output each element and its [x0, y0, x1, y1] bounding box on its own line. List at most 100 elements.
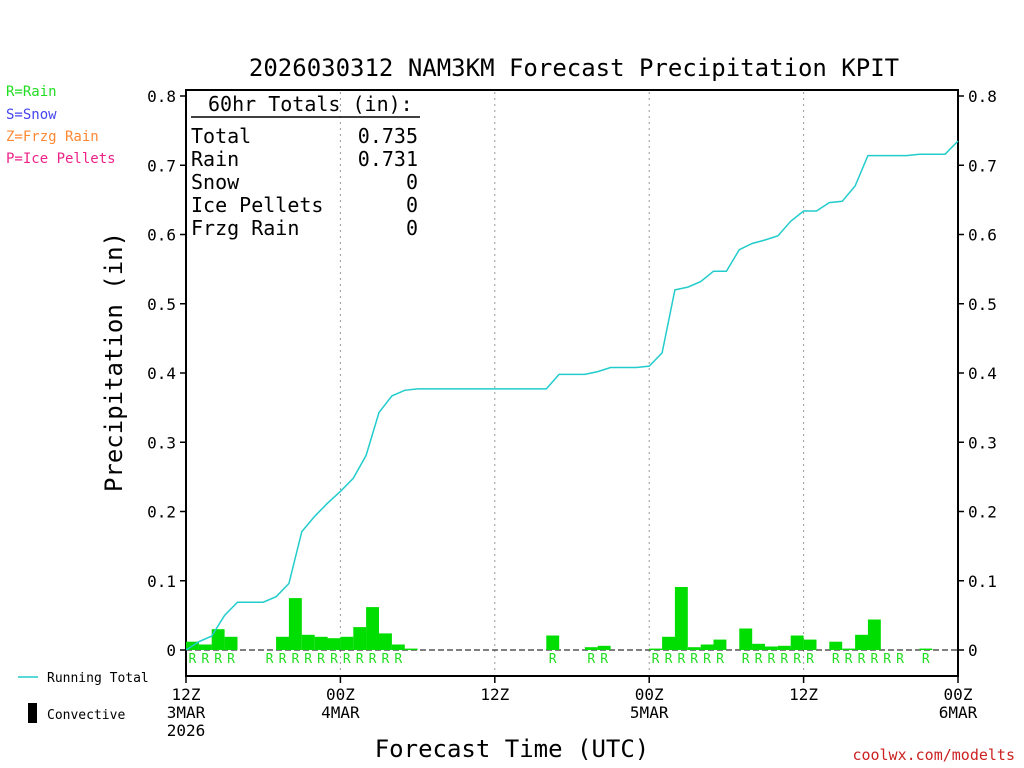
legend-frzg-rain: Z=Frzg Rain	[6, 129, 99, 145]
precip-bar	[842, 648, 856, 650]
precip-type-letter: R	[845, 652, 853, 667]
y-tick-label-left: 0.7	[147, 156, 176, 175]
totals-row-label: Total	[191, 124, 251, 148]
y-tick-label-right: 0	[968, 641, 978, 660]
totals-row-value: 0	[406, 170, 418, 194]
plot-frame	[185, 89, 959, 677]
precip-type-letter: R	[291, 652, 299, 667]
x-tick-label: 6MAR	[939, 703, 978, 722]
y-tick-label-left: 0.2	[147, 503, 176, 522]
convective-legend-label: Convective	[47, 708, 125, 723]
precip-bar	[584, 647, 598, 650]
y-tick-label-right: 0.2	[968, 503, 997, 522]
credit-label: coolwx.com/modelts	[852, 746, 1015, 764]
y-axis-label: Precipitation (in)	[100, 232, 128, 492]
totals-row-label: Rain	[191, 147, 239, 171]
precip-type-letter: R	[188, 652, 196, 667]
precip-bar	[327, 638, 341, 650]
precip-bar	[366, 607, 379, 650]
x-tick-label: 12Z	[480, 685, 509, 704]
precip-bar	[803, 639, 817, 650]
totals-row-value: 0.735	[358, 124, 418, 148]
y-tick-label-right: 0.5	[968, 295, 997, 314]
precip-type-letter: R	[690, 652, 698, 667]
y-tick-label-left: 0.6	[147, 226, 176, 245]
precip-type-letter: R	[394, 652, 402, 667]
precip-type-letter: R	[279, 652, 287, 667]
running-total-line	[185, 140, 959, 651]
precip-type-letter: R	[227, 652, 235, 667]
y-tick-label-left: 0.5	[147, 295, 176, 314]
x-tick-label: 12Z	[789, 685, 818, 704]
x-tick-label: 00Z	[635, 685, 664, 704]
precip-bar	[353, 627, 367, 650]
precip-bar	[919, 648, 933, 650]
precip-type-letter: R	[587, 652, 595, 667]
precip-bar	[713, 639, 727, 650]
precip-type-letter: R	[381, 652, 389, 667]
x-tick-label: 2026	[167, 721, 206, 740]
y-tick-label-left: 0.8	[147, 87, 176, 106]
y-tick-label-right: 0.8	[968, 87, 997, 106]
precip-type-letter: R	[870, 652, 878, 667]
precip-bar	[597, 645, 611, 650]
precip-bar	[211, 629, 225, 650]
legend-snow: S=Snow	[6, 107, 57, 123]
precip-type-letter: R	[742, 652, 750, 667]
precip-type-letter: R	[266, 652, 274, 667]
y-tick-label-left: 0.3	[147, 433, 176, 452]
y-tick-label-right: 0.1	[968, 572, 997, 591]
precip-type-letter: R	[703, 652, 711, 667]
precip-type-letter: R	[716, 652, 724, 667]
precip-bar	[649, 648, 663, 650]
precip-bar	[790, 635, 804, 650]
legend-ice-pellets: P=Ice Pellets	[6, 151, 116, 167]
precip-type-letter: R	[304, 652, 312, 667]
precip-bar	[276, 636, 289, 650]
precip-bar	[829, 641, 843, 650]
precip-type-letter: R	[780, 652, 788, 667]
precip-bar	[224, 636, 238, 650]
totals-box: 60hr Totals (in): Total 0.735 Rain 0.731 Sno…	[191, 92, 420, 240]
chart-title: 2026030312 NAM3KM Forecast Precipitation…	[249, 54, 899, 82]
precip-type-letter: R	[214, 652, 222, 667]
totals-row-label: Ice Pellets	[191, 193, 323, 217]
precip-bar	[855, 634, 868, 650]
precip-type-letter: R	[665, 652, 673, 667]
precip-bar	[867, 619, 881, 650]
totals-row-label: Snow	[191, 170, 240, 194]
totals-row-value: 0	[406, 216, 418, 240]
convective-legend-swatch	[28, 703, 37, 723]
precip-bar	[739, 628, 753, 650]
y-tick-label-right: 0.7	[968, 156, 997, 175]
x-tick-label: 3MAR	[167, 703, 206, 722]
running-total-legend-label: Running Total	[47, 671, 149, 686]
precip-type-letter: R	[755, 652, 763, 667]
precip-type-letter: R	[858, 652, 866, 667]
x-tick-label: 4MAR	[321, 703, 360, 722]
precip-bar	[700, 644, 714, 650]
precip-bar	[198, 644, 212, 650]
y-tick-label-left: 0	[166, 641, 176, 660]
precip-bar	[765, 646, 778, 650]
totals-row-value: 0	[406, 193, 418, 217]
precip-type-letter: R	[832, 652, 840, 667]
y-tick-label-right: 0.6	[968, 226, 997, 245]
precip-type-letter: R	[356, 652, 364, 667]
precip-bar	[379, 633, 392, 650]
totals-row-value: 0.731	[358, 147, 418, 171]
x-tick-label: 5MAR	[630, 703, 669, 722]
precip-type-letter: R	[600, 652, 608, 667]
totals-header: 60hr Totals (in):	[208, 92, 413, 116]
precip-type-letter: R	[806, 652, 814, 667]
precip-type-letter: R	[883, 652, 891, 667]
precip-bar	[662, 636, 675, 650]
precip-type-letter: R	[767, 652, 775, 667]
totals-row-label: Frzg Rain	[191, 216, 299, 240]
legend-rain: R=Rain	[6, 84, 57, 100]
x-tick-label: 00Z	[944, 685, 973, 704]
y-tick-label-left: 0.4	[147, 364, 176, 383]
precip-bar	[314, 636, 328, 650]
precip-bar	[301, 634, 315, 650]
